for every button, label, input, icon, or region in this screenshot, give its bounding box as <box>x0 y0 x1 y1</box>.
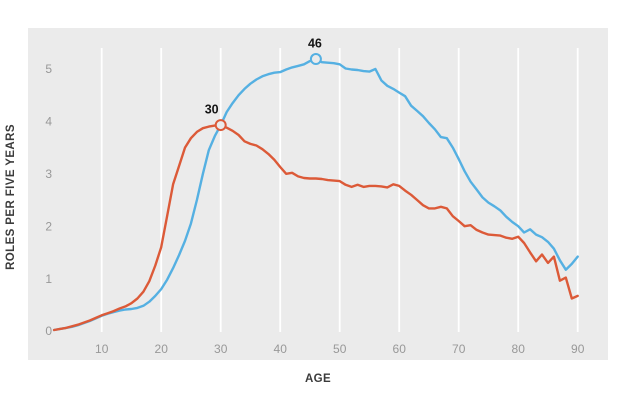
y-tick-labels-group: 0 1 2 3 4 5 <box>45 62 52 338</box>
peak-label-30: 30 <box>205 103 219 117</box>
y-tick-label: 1 <box>45 272 52 286</box>
y-tick-label: 4 <box>45 115 52 129</box>
series-line-orange <box>52 123 579 332</box>
y-axis-title: ROLES PER FIVE YEARS <box>5 124 17 270</box>
x-tick-labels-group: 10 20 30 40 50 60 70 80 90 <box>95 342 585 356</box>
peak-marker-30 <box>214 119 227 132</box>
x-tick-label: 20 <box>155 342 169 356</box>
x-tick-label: 90 <box>571 342 585 356</box>
x-axis-title: AGE <box>305 373 331 385</box>
x-tick-label: 10 <box>95 342 109 356</box>
y-tick-label: 2 <box>45 219 52 233</box>
x-tick-label: 40 <box>274 342 288 356</box>
x-tick-label: 80 <box>512 342 526 356</box>
x-tick-label: 60 <box>393 342 407 356</box>
gridlines-group <box>100 48 579 332</box>
peak-marker-46 <box>309 53 322 66</box>
y-tick-label: 5 <box>45 62 52 76</box>
plot-background <box>28 28 608 360</box>
x-tick-label: 30 <box>214 342 228 356</box>
annotations-group: 30 46 <box>205 37 322 132</box>
y-tick-label: 0 <box>45 324 52 338</box>
y-tick-label: 3 <box>45 167 52 181</box>
peak-label-46: 46 <box>308 37 322 51</box>
x-tick-label: 70 <box>452 342 466 356</box>
x-tick-label: 50 <box>333 342 347 356</box>
